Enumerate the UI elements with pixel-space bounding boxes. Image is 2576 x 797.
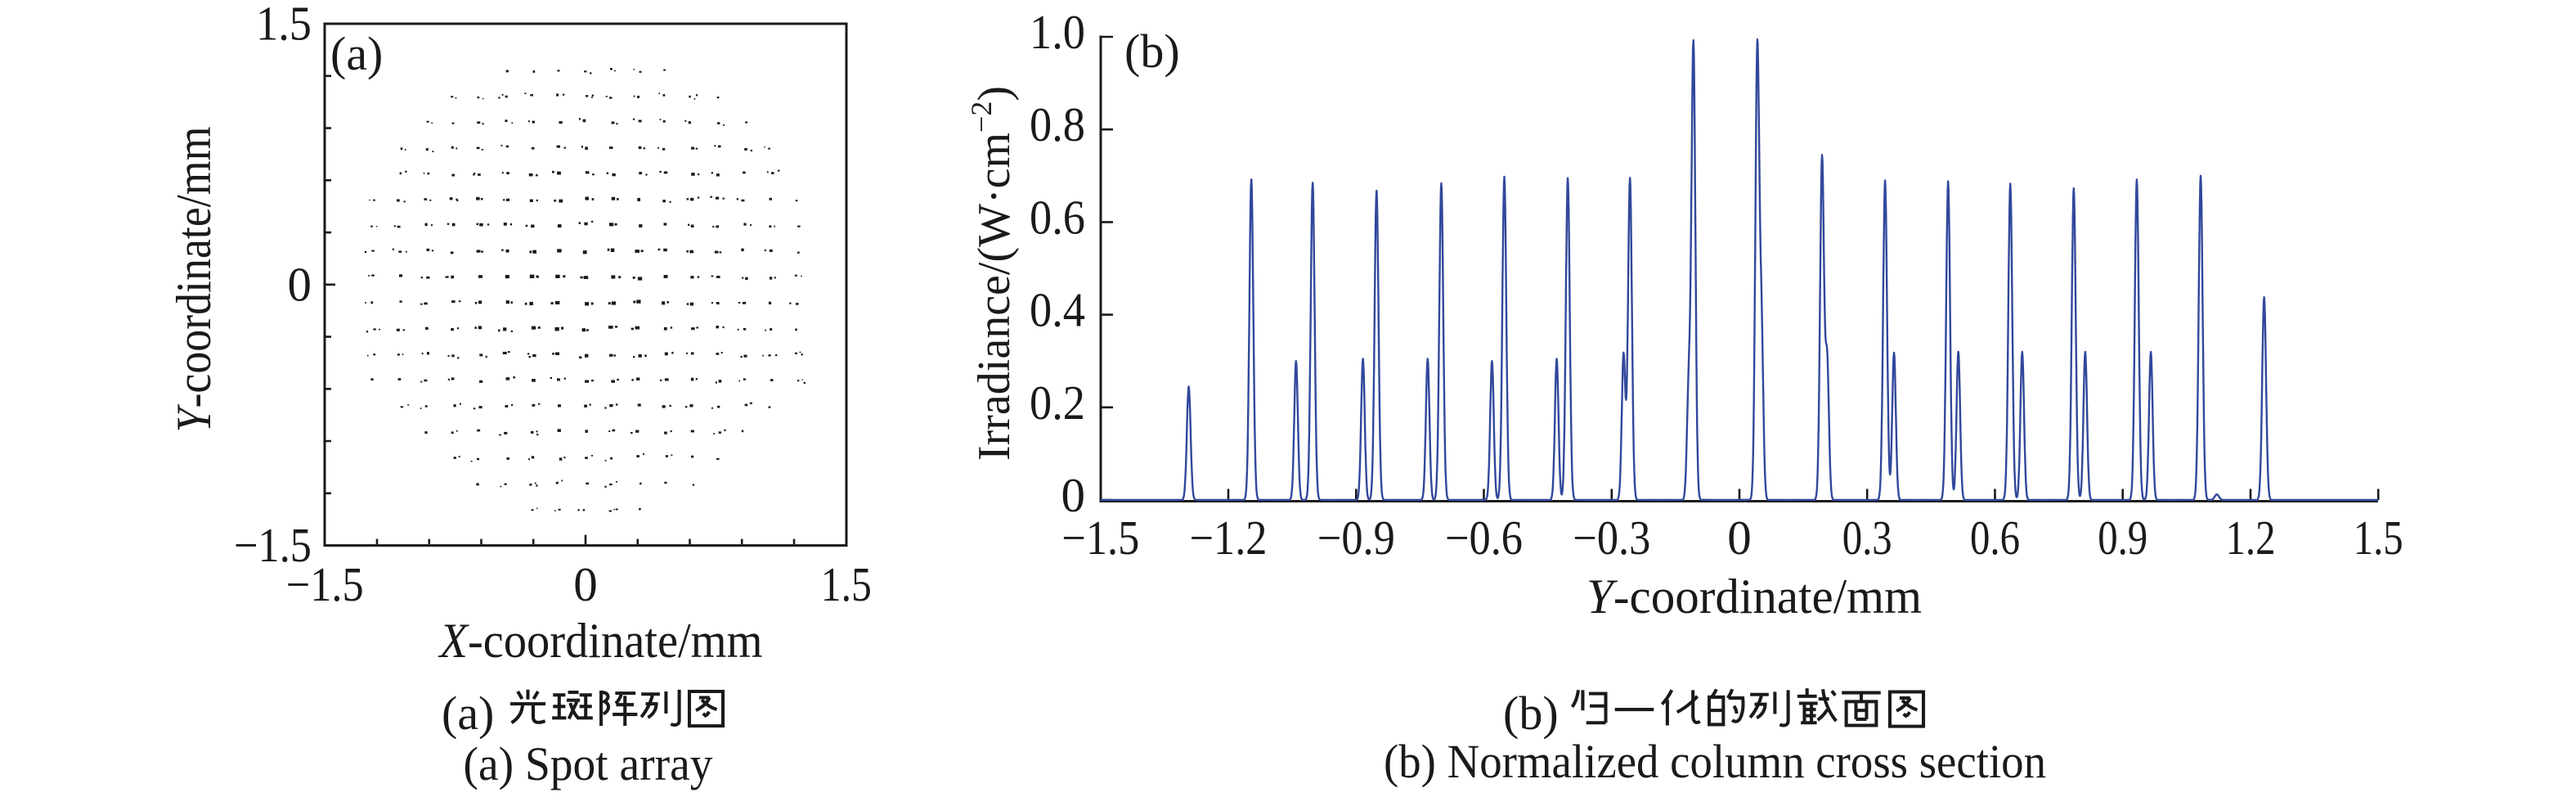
- svg-text:−1.5: −1.5: [1061, 511, 1139, 565]
- svg-text:0.9: 0.9: [2098, 511, 2147, 565]
- svg-text:X-coordinate/mm: X-coordinate/mm: [438, 614, 763, 668]
- svg-text:0.3: 0.3: [1842, 511, 1892, 565]
- svg-text:−0.6: −0.6: [1445, 511, 1523, 565]
- svg-text:−0.3: −0.3: [1573, 511, 1650, 565]
- svg-text:0: 0: [288, 257, 312, 311]
- svg-text:0.4: 0.4: [1030, 283, 1085, 337]
- svg-text:0.2: 0.2: [1030, 376, 1085, 430]
- svg-text:0.6: 0.6: [1030, 190, 1085, 244]
- svg-text:(a) Spot array: (a) Spot array: [464, 737, 713, 790]
- svg-text:(a): (a): [330, 27, 383, 80]
- svg-text:0: 0: [1727, 511, 1752, 565]
- svg-text:1.0: 1.0: [1030, 5, 1085, 59]
- svg-text:1.2: 1.2: [2226, 511, 2276, 565]
- svg-text:(b): (b): [1503, 687, 1559, 740]
- svg-text:(b) Normalized column cross se: (b) Normalized column cross section: [1384, 735, 2046, 788]
- svg-text:Irradiance/(W·cm−2): Irradiance/(W·cm−2): [965, 86, 1020, 461]
- svg-text:Y-coordinate/mm: Y-coordinate/mm: [1586, 570, 1922, 624]
- svg-text:−1.5: −1.5: [234, 518, 312, 572]
- svg-text:1.5: 1.5: [2354, 511, 2403, 565]
- svg-text:Y-coordinate/mm: Y-coordinate/mm: [167, 127, 221, 433]
- svg-text:1.5: 1.5: [256, 0, 312, 51]
- svg-text:−1.2: −1.2: [1190, 511, 1268, 565]
- svg-text:−1.5: −1.5: [286, 557, 364, 611]
- svg-text:0.8: 0.8: [1030, 97, 1085, 151]
- svg-text:0: 0: [1061, 468, 1086, 522]
- svg-text:−0.9: −0.9: [1317, 511, 1395, 565]
- svg-text:(b): (b): [1124, 25, 1180, 78]
- svg-text:(a): (a): [442, 687, 494, 740]
- svg-text:0.6: 0.6: [1970, 511, 2020, 565]
- svg-text:1.5: 1.5: [821, 557, 872, 611]
- svg-text:0: 0: [573, 557, 598, 611]
